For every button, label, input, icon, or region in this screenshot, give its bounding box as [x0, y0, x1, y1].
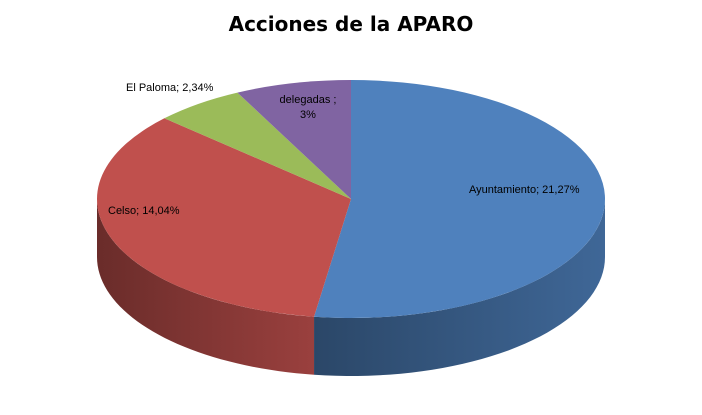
pie-slice: [96, 118, 352, 317]
data-label: El Paloma; 2,34%: [126, 82, 214, 94]
pie-slice: [314, 80, 605, 318]
slice-side: [97, 199, 315, 375]
pie-slice: [164, 92, 351, 199]
chart-title: Acciones de la APARO: [229, 12, 474, 36]
data-label: delegadas ; 3%: [279, 94, 337, 121]
slice-side: [314, 199, 605, 376]
data-label: Ayuntamiento; 21,27%: [469, 184, 580, 196]
data-label: Celso; 14,04%: [108, 205, 180, 217]
pie-slice: [237, 80, 351, 199]
